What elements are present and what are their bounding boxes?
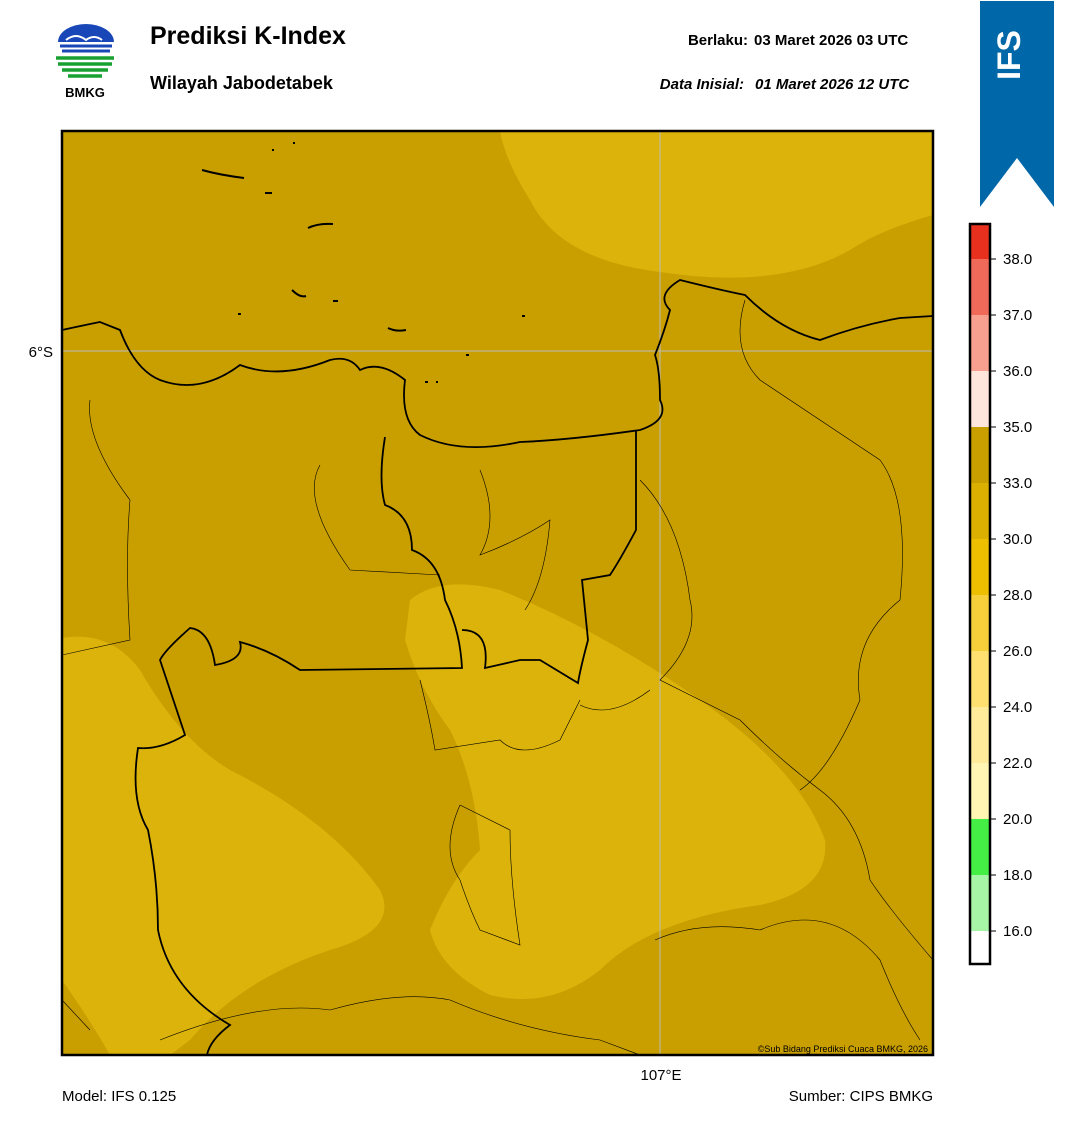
coastline [62, 279, 933, 448]
logo-text: BMKG [65, 85, 105, 100]
field-light [405, 584, 826, 1000]
model-badge: IFS [980, 1, 1054, 207]
valid-label: Berlaku: [688, 32, 748, 49]
field-dark [62, 980, 110, 1055]
copyright: ©Sub Bidang Prediksi Cuaca BMKG, 2026 [758, 1044, 928, 1054]
colorbar-tick-label: 37.0 [1003, 307, 1032, 324]
province-border [134, 436, 463, 1055]
lat-label: 6°S [29, 344, 53, 361]
colorbar-segment [970, 763, 990, 819]
colorbar-tick-label: 30.0 [1003, 531, 1032, 548]
map-frame [60, 129, 935, 1057]
colorbar-segment [970, 651, 990, 707]
colorbar-segment [970, 595, 990, 651]
title: Prediksi K-Index [150, 22, 346, 50]
init-time: 01 Maret 2026 12 UTC [755, 76, 910, 93]
colorbar-segment [970, 371, 990, 427]
colorbar-tick-label: 22.0 [1003, 755, 1032, 772]
colorbar-segment [970, 875, 990, 931]
colorbar-segment [970, 819, 990, 875]
colorbar-frame [968, 222, 992, 966]
field-light [500, 131, 933, 278]
map: ©Sub Bidang Prediksi Cuaca BMKG, 2026 6°… [29, 129, 935, 1084]
valid-time: 03 Maret 2026 03 UTC [754, 32, 908, 49]
colorbar-segment [970, 483, 990, 539]
colorbar-tick-label: 36.0 [1003, 363, 1032, 380]
model-label: Model: IFS 0.125 [62, 1088, 176, 1105]
colorbar-segment [970, 224, 990, 259]
colorbar-tick-label: 35.0 [1003, 419, 1032, 436]
colorbar-tick-label: 20.0 [1003, 811, 1032, 828]
colorbar-segment [970, 931, 990, 964]
colorbar-tick-label: 38.0 [1003, 251, 1032, 268]
bmkg-logo: BMKG [56, 24, 114, 100]
init-label: Data Inisial: [660, 76, 744, 93]
colorbar-tick-label: 28.0 [1003, 587, 1032, 604]
badge-text: IFS [991, 30, 1027, 80]
regency-border [62, 299, 933, 1055]
colorbar-segment [970, 707, 990, 763]
colorbar: 16.0 18.0 20.0 22.0 24.0 26.0 28.0 30.0 33.0 35.0… [968, 222, 1032, 966]
colorbar-segment [970, 539, 990, 595]
colorbar-tick-label: 33.0 [1003, 475, 1032, 492]
colorbar-segment [970, 427, 990, 483]
colorbar-tick-label: 18.0 [1003, 867, 1032, 884]
colorbar-tick-label: 24.0 [1003, 699, 1032, 716]
colorbar-segment [970, 315, 990, 371]
colorbar-tick-label: 16.0 [1003, 923, 1032, 940]
islands [201, 142, 525, 383]
province-border [461, 430, 637, 685]
source-label: Sumber: CIPS BMKG [789, 1088, 933, 1105]
subtitle: Wilayah Jabodetabek [150, 73, 334, 93]
colorbar-segment [970, 259, 990, 315]
colorbar-tick-label: 26.0 [1003, 643, 1032, 660]
lon-label: 107°E [640, 1067, 681, 1084]
field-light [62, 636, 385, 1055]
